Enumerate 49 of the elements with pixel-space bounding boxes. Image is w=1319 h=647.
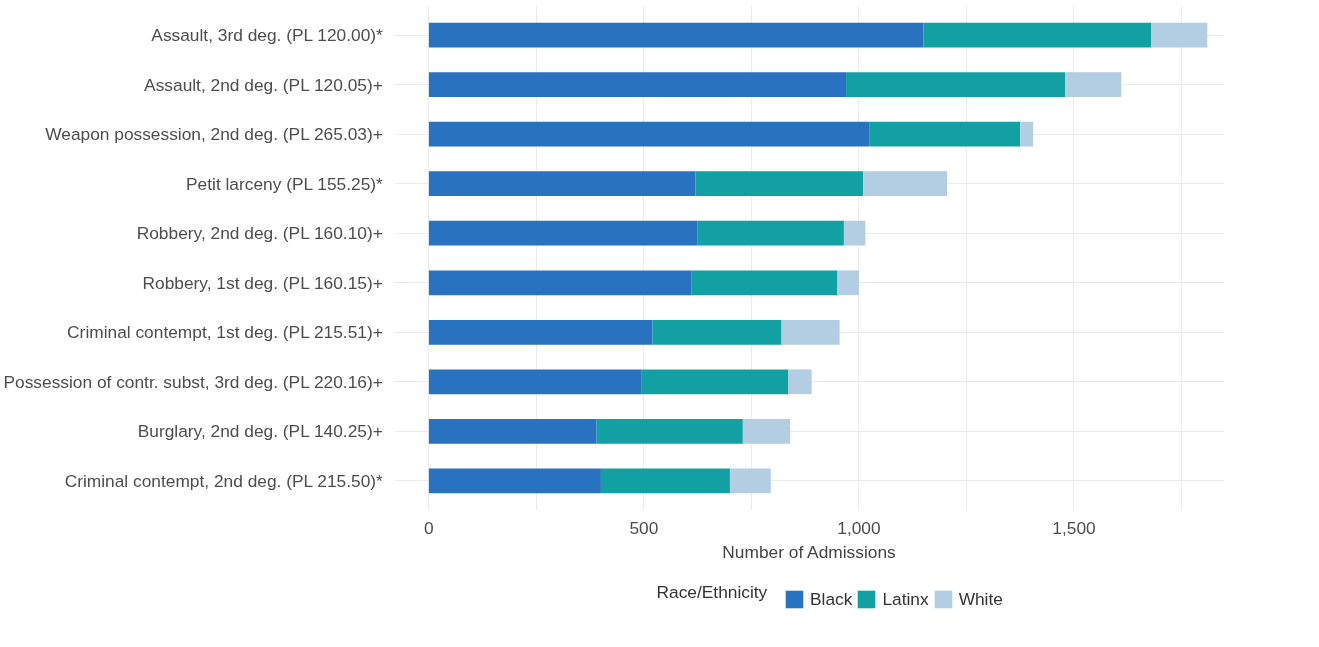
bar bbox=[652, 319, 782, 345]
bar bbox=[1151, 22, 1208, 48]
bar bbox=[695, 171, 864, 197]
legend-title: Race/Ethnicity bbox=[656, 581, 768, 602]
bar bbox=[869, 121, 1021, 147]
y-tick-label: Assault, 2nd deg. (PL 120.05)+ bbox=[144, 74, 383, 95]
bar bbox=[697, 220, 844, 246]
bar bbox=[596, 418, 743, 444]
bar bbox=[428, 220, 698, 246]
bar bbox=[863, 171, 948, 197]
bar bbox=[428, 121, 870, 147]
legend-label: Latinx bbox=[882, 588, 929, 610]
y-tick-label: Assault, 3rd deg. (PL 120.00)* bbox=[151, 25, 384, 46]
bar bbox=[428, 319, 653, 345]
bar bbox=[837, 270, 859, 296]
bar bbox=[742, 418, 791, 444]
bar bbox=[691, 270, 838, 296]
bar bbox=[428, 22, 924, 48]
bar bbox=[600, 468, 730, 494]
y-tick-label: Weapon possession, 2nd deg. (PL 265.03)+ bbox=[45, 124, 383, 145]
bar bbox=[428, 369, 642, 395]
bar bbox=[846, 72, 1066, 98]
bar bbox=[788, 369, 812, 395]
bar bbox=[781, 319, 840, 345]
bar bbox=[428, 72, 847, 98]
y-tick-label: Robbery, 1st deg. (PL 160.15)+ bbox=[142, 272, 383, 293]
bar bbox=[1020, 121, 1034, 147]
y-tick-label: Burglary, 2nd deg. (PL 140.25)+ bbox=[137, 421, 383, 442]
bar bbox=[729, 468, 771, 494]
x-axis-title: Number of Admissions bbox=[722, 541, 897, 562]
bar bbox=[923, 22, 1152, 48]
bar bbox=[1065, 72, 1122, 98]
y-tick-label: Petit larceny (PL 155.25)* bbox=[186, 173, 384, 194]
y-tick-label: Robbery, 2nd deg. (PL 160.10)+ bbox=[136, 223, 383, 244]
bar bbox=[428, 171, 696, 197]
bar bbox=[843, 220, 866, 246]
x-tick-label: 0 bbox=[424, 517, 434, 538]
bar bbox=[428, 270, 692, 296]
bar bbox=[641, 369, 788, 395]
y-tick-label: Possession of contr. subst, 3rd deg. (PL 220.16)+ bbox=[3, 371, 383, 392]
y-tick-label: Criminal contempt, 2nd deg. (PL 215.50)* bbox=[64, 470, 384, 491]
bar bbox=[428, 468, 601, 494]
x-tick-label: 1,000 bbox=[837, 517, 881, 538]
legend-label: White bbox=[958, 588, 1003, 610]
x-tick-label: 1,500 bbox=[1052, 517, 1096, 538]
x-tick-label: 500 bbox=[629, 517, 659, 538]
legend-label: Black bbox=[810, 588, 853, 610]
y-tick-label: Criminal contempt, 1st deg. (PL 215.51)+ bbox=[67, 322, 383, 343]
bar bbox=[428, 418, 597, 444]
